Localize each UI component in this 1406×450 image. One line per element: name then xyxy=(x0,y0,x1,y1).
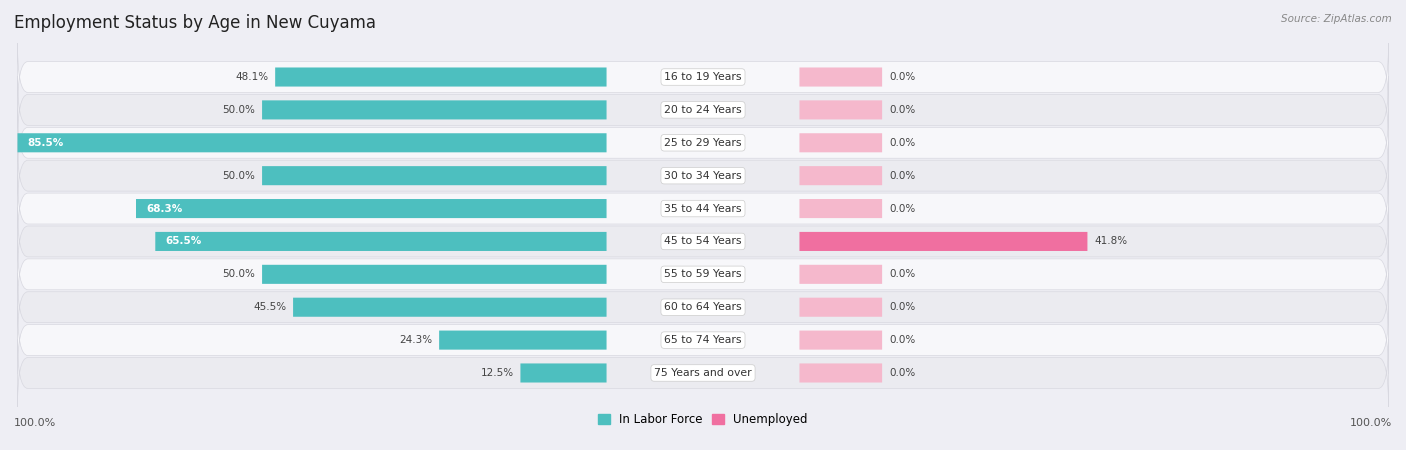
Text: 24.3%: 24.3% xyxy=(399,335,432,345)
Text: 0.0%: 0.0% xyxy=(889,270,915,279)
Text: 85.5%: 85.5% xyxy=(28,138,65,148)
Text: 50.0%: 50.0% xyxy=(222,171,254,180)
Text: 65 to 74 Years: 65 to 74 Years xyxy=(664,335,742,345)
Bar xyxy=(439,331,606,350)
Text: 0.0%: 0.0% xyxy=(889,335,915,345)
Text: 0.0%: 0.0% xyxy=(889,302,915,312)
Bar xyxy=(262,166,606,185)
Bar xyxy=(800,199,882,218)
Text: 0.0%: 0.0% xyxy=(889,105,915,115)
Text: 55 to 59 Years: 55 to 59 Years xyxy=(664,270,742,279)
Bar xyxy=(292,298,606,317)
Text: 0.0%: 0.0% xyxy=(889,72,915,82)
Text: 65.5%: 65.5% xyxy=(166,236,202,247)
FancyBboxPatch shape xyxy=(17,142,1389,210)
Text: 0.0%: 0.0% xyxy=(889,171,915,180)
Bar xyxy=(800,68,882,86)
FancyBboxPatch shape xyxy=(17,76,1389,144)
Bar xyxy=(800,100,882,119)
Text: 35 to 44 Years: 35 to 44 Years xyxy=(664,203,742,214)
Bar xyxy=(800,133,882,152)
FancyBboxPatch shape xyxy=(17,109,1389,177)
Bar xyxy=(262,265,606,284)
Text: 25 to 29 Years: 25 to 29 Years xyxy=(664,138,742,148)
Bar xyxy=(800,331,882,350)
Bar xyxy=(800,232,1087,251)
FancyBboxPatch shape xyxy=(17,43,1389,111)
FancyBboxPatch shape xyxy=(17,306,1389,374)
Bar xyxy=(276,68,606,86)
Bar xyxy=(800,166,882,185)
Text: 100.0%: 100.0% xyxy=(14,418,56,428)
Text: 50.0%: 50.0% xyxy=(222,105,254,115)
Text: 45.5%: 45.5% xyxy=(253,302,287,312)
Text: 50.0%: 50.0% xyxy=(222,270,254,279)
Text: 68.3%: 68.3% xyxy=(146,203,183,214)
Text: 12.5%: 12.5% xyxy=(481,368,513,378)
Text: 16 to 19 Years: 16 to 19 Years xyxy=(664,72,742,82)
FancyBboxPatch shape xyxy=(17,339,1389,407)
Text: Source: ZipAtlas.com: Source: ZipAtlas.com xyxy=(1281,14,1392,23)
Text: 0.0%: 0.0% xyxy=(889,203,915,214)
Bar xyxy=(155,232,606,251)
Bar xyxy=(262,100,606,119)
Bar xyxy=(17,133,606,152)
Text: 41.8%: 41.8% xyxy=(1094,236,1128,247)
Text: 100.0%: 100.0% xyxy=(1350,418,1392,428)
Bar xyxy=(136,199,606,218)
FancyBboxPatch shape xyxy=(17,273,1389,341)
FancyBboxPatch shape xyxy=(17,240,1389,308)
Legend: In Labor Force, Unemployed: In Labor Force, Unemployed xyxy=(593,409,813,431)
Text: 30 to 34 Years: 30 to 34 Years xyxy=(664,171,742,180)
Bar xyxy=(520,364,606,382)
FancyBboxPatch shape xyxy=(17,175,1389,243)
Text: 45 to 54 Years: 45 to 54 Years xyxy=(664,236,742,247)
Text: 60 to 64 Years: 60 to 64 Years xyxy=(664,302,742,312)
FancyBboxPatch shape xyxy=(17,207,1389,275)
Text: 20 to 24 Years: 20 to 24 Years xyxy=(664,105,742,115)
Bar xyxy=(800,298,882,317)
Text: 0.0%: 0.0% xyxy=(889,368,915,378)
Bar xyxy=(800,364,882,382)
Text: Employment Status by Age in New Cuyama: Employment Status by Age in New Cuyama xyxy=(14,14,375,32)
Bar xyxy=(800,265,882,284)
Text: 0.0%: 0.0% xyxy=(889,138,915,148)
Text: 48.1%: 48.1% xyxy=(235,72,269,82)
Text: 75 Years and over: 75 Years and over xyxy=(654,368,752,378)
